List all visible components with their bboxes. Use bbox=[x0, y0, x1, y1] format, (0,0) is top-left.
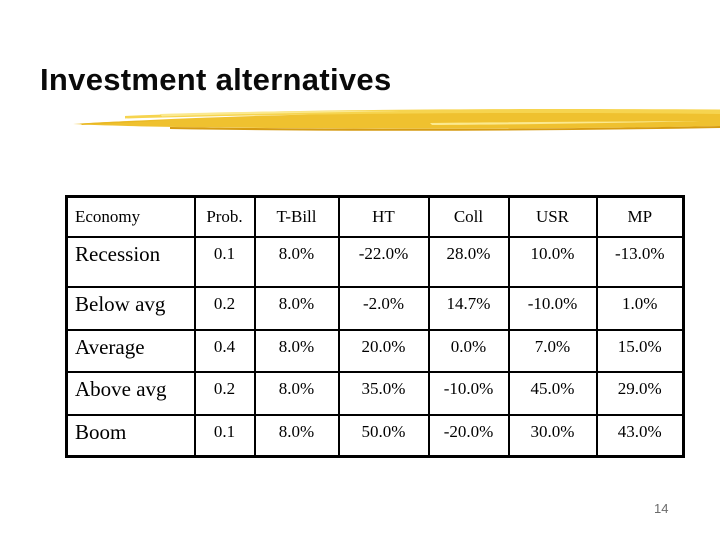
table-cell: 0.0% bbox=[427, 328, 510, 373]
table-cell: 28.0% bbox=[427, 235, 510, 288]
table-cell: 0.4 bbox=[193, 328, 256, 373]
table-row: Recession 0.1 8.0% -22.0% 28.0% 10.0% -1… bbox=[65, 235, 685, 288]
table-cell: 35.0% bbox=[337, 370, 430, 416]
table-row: Below avg 0.2 8.0% -2.0% 14.7% -10.0% 1.… bbox=[65, 285, 685, 331]
table-cell: 0.1 bbox=[193, 413, 256, 458]
row-label: Above avg bbox=[65, 370, 196, 416]
table-cell: -13.0% bbox=[595, 235, 685, 288]
table-cell: 8.0% bbox=[253, 285, 340, 331]
header-coll: Coll bbox=[427, 195, 510, 238]
table-cell: 0.2 bbox=[193, 285, 256, 331]
table-cell: 29.0% bbox=[595, 370, 685, 416]
table-cell: 30.0% bbox=[507, 413, 598, 458]
table-cell: -20.0% bbox=[427, 413, 510, 458]
row-label: Below avg bbox=[65, 285, 196, 331]
table-cell: 43.0% bbox=[595, 413, 685, 458]
brush-stroke-underline bbox=[73, 109, 720, 131]
table-cell: 10.0% bbox=[507, 235, 598, 288]
page-number: 14 bbox=[654, 501, 669, 516]
table-cell: 7.0% bbox=[507, 328, 598, 373]
row-label: Average bbox=[65, 328, 196, 373]
header-mp: MP bbox=[595, 195, 685, 238]
slide-title: Investment alternatives bbox=[40, 62, 392, 97]
table-cell: 1.0% bbox=[595, 285, 685, 331]
row-label: Recession bbox=[65, 235, 196, 288]
table-cell: 8.0% bbox=[253, 235, 340, 288]
table-row: Boom 0.1 8.0% 50.0% -20.0% 30.0% 43.0% bbox=[65, 413, 685, 458]
table-cell: 8.0% bbox=[253, 413, 340, 458]
table-cell: -10.0% bbox=[507, 285, 598, 331]
table-cell: -2.0% bbox=[337, 285, 430, 331]
table-cell: 8.0% bbox=[253, 370, 340, 416]
table-cell: -10.0% bbox=[427, 370, 510, 416]
table-cell: 0.2 bbox=[193, 370, 256, 416]
table-row: Average 0.4 8.0% 20.0% 0.0% 7.0% 15.0% bbox=[65, 328, 685, 373]
header-economy: Economy bbox=[65, 195, 196, 238]
investment-table-wrap: Economy Prob. T-Bill HT Coll USR MP Rece… bbox=[65, 195, 685, 458]
header-tbill: T-Bill bbox=[253, 195, 340, 238]
table-cell: 0.1 bbox=[193, 235, 256, 288]
table-header-row: Economy Prob. T-Bill HT Coll USR MP bbox=[65, 195, 685, 238]
table-row: Above avg 0.2 8.0% 35.0% -10.0% 45.0% 29… bbox=[65, 370, 685, 416]
header-ht: HT bbox=[337, 195, 430, 238]
table-cell: 50.0% bbox=[337, 413, 430, 458]
table-cell: 15.0% bbox=[595, 328, 685, 373]
table-cell: 45.0% bbox=[507, 370, 598, 416]
table-cell: -22.0% bbox=[337, 235, 430, 288]
header-prob: Prob. bbox=[193, 195, 256, 238]
table-cell: 14.7% bbox=[427, 285, 510, 331]
header-usr: USR bbox=[507, 195, 598, 238]
investment-table: Economy Prob. T-Bill HT Coll USR MP Rece… bbox=[65, 195, 685, 458]
table-cell: 8.0% bbox=[253, 328, 340, 373]
table-cell: 20.0% bbox=[337, 328, 430, 373]
row-label: Boom bbox=[65, 413, 196, 458]
